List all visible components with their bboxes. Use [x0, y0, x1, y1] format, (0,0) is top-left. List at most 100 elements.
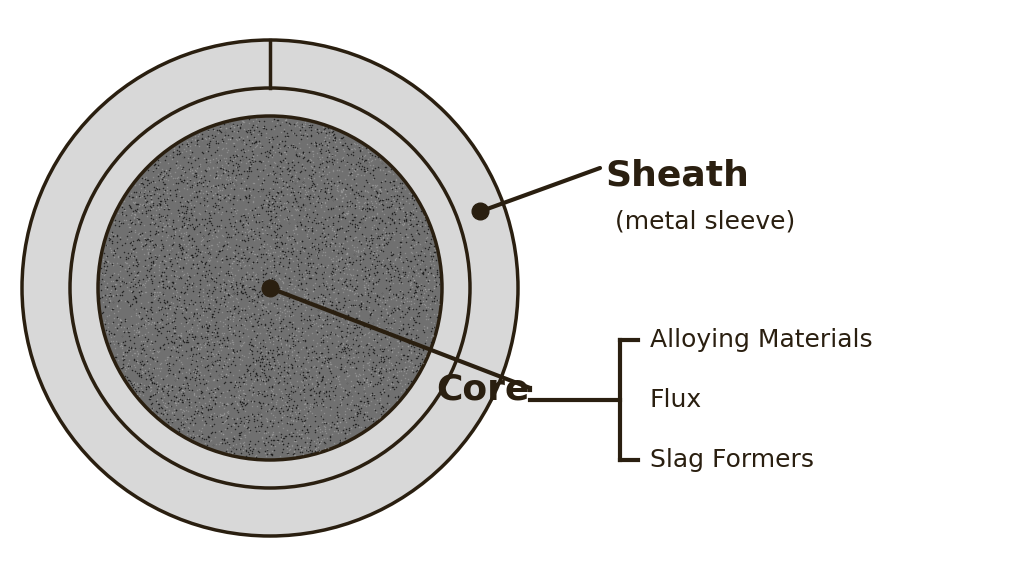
Point	[178, 179, 195, 188]
Point	[167, 369, 183, 378]
Point	[274, 308, 291, 317]
Point	[171, 356, 187, 365]
Point	[300, 403, 316, 412]
Point	[269, 167, 286, 176]
Point	[407, 287, 423, 297]
Point	[260, 147, 276, 157]
Point	[381, 363, 397, 373]
Point	[289, 239, 305, 248]
Point	[302, 156, 318, 165]
Point	[206, 341, 222, 350]
Point	[291, 276, 307, 286]
Point	[321, 194, 337, 203]
Point	[316, 215, 333, 224]
Point	[324, 173, 340, 183]
Point	[206, 126, 222, 135]
Point	[279, 389, 295, 398]
Point	[374, 346, 390, 355]
Point	[186, 375, 203, 384]
Point	[187, 248, 204, 257]
Point	[183, 204, 200, 214]
Point	[179, 202, 196, 211]
Point	[273, 412, 290, 422]
Point	[326, 254, 342, 263]
Point	[273, 388, 290, 397]
Point	[287, 425, 303, 434]
Point	[128, 282, 144, 291]
Point	[256, 242, 272, 252]
Point	[281, 306, 297, 316]
Point	[366, 417, 382, 426]
Point	[339, 262, 355, 271]
Point	[259, 349, 275, 358]
Point	[335, 339, 351, 348]
Point	[154, 256, 170, 266]
Point	[128, 347, 144, 356]
Point	[311, 172, 328, 181]
Point	[319, 358, 336, 367]
Point	[252, 348, 268, 357]
Text: Core: Core	[436, 373, 530, 407]
Point	[198, 157, 214, 166]
Point	[142, 290, 159, 300]
Point	[358, 206, 375, 215]
Point	[319, 361, 336, 370]
Point	[396, 294, 413, 303]
Point	[264, 337, 281, 346]
Point	[229, 346, 246, 355]
Point	[141, 370, 158, 380]
Point	[162, 190, 178, 199]
Point	[136, 304, 153, 313]
Point	[250, 309, 266, 318]
Point	[288, 147, 304, 157]
Point	[242, 206, 258, 215]
Point	[261, 261, 278, 270]
Point	[281, 118, 297, 127]
Point	[345, 327, 361, 336]
Point	[261, 354, 278, 363]
Point	[204, 357, 220, 366]
Point	[251, 137, 267, 146]
Point	[284, 308, 300, 317]
Point	[348, 363, 365, 373]
Point	[270, 287, 287, 296]
Point	[378, 194, 394, 203]
Point	[170, 424, 186, 433]
Point	[136, 315, 153, 324]
Point	[209, 375, 225, 384]
Point	[308, 377, 325, 386]
Point	[292, 365, 308, 374]
Point	[287, 173, 303, 182]
Point	[408, 305, 424, 314]
Point	[307, 342, 324, 351]
Point	[224, 131, 241, 141]
Point	[334, 345, 350, 354]
Point	[346, 415, 362, 425]
Point	[283, 298, 299, 308]
Point	[279, 190, 295, 199]
Point	[209, 126, 225, 135]
Point	[138, 206, 155, 215]
Point	[183, 162, 200, 172]
Point	[357, 236, 374, 245]
Point	[142, 305, 159, 314]
Point	[376, 268, 392, 278]
Point	[384, 372, 400, 381]
Point	[183, 311, 200, 320]
Point	[282, 408, 298, 418]
Point	[402, 229, 419, 238]
Point	[366, 255, 382, 264]
Point	[125, 257, 141, 267]
Point	[119, 324, 135, 333]
Point	[125, 206, 141, 215]
Point	[315, 223, 332, 232]
Point	[203, 187, 219, 196]
Point	[218, 232, 234, 241]
Point	[213, 363, 229, 373]
Point	[180, 366, 197, 375]
Point	[185, 410, 202, 419]
Point	[174, 425, 190, 434]
Point	[319, 361, 336, 370]
Point	[279, 198, 295, 207]
Point	[164, 233, 180, 242]
